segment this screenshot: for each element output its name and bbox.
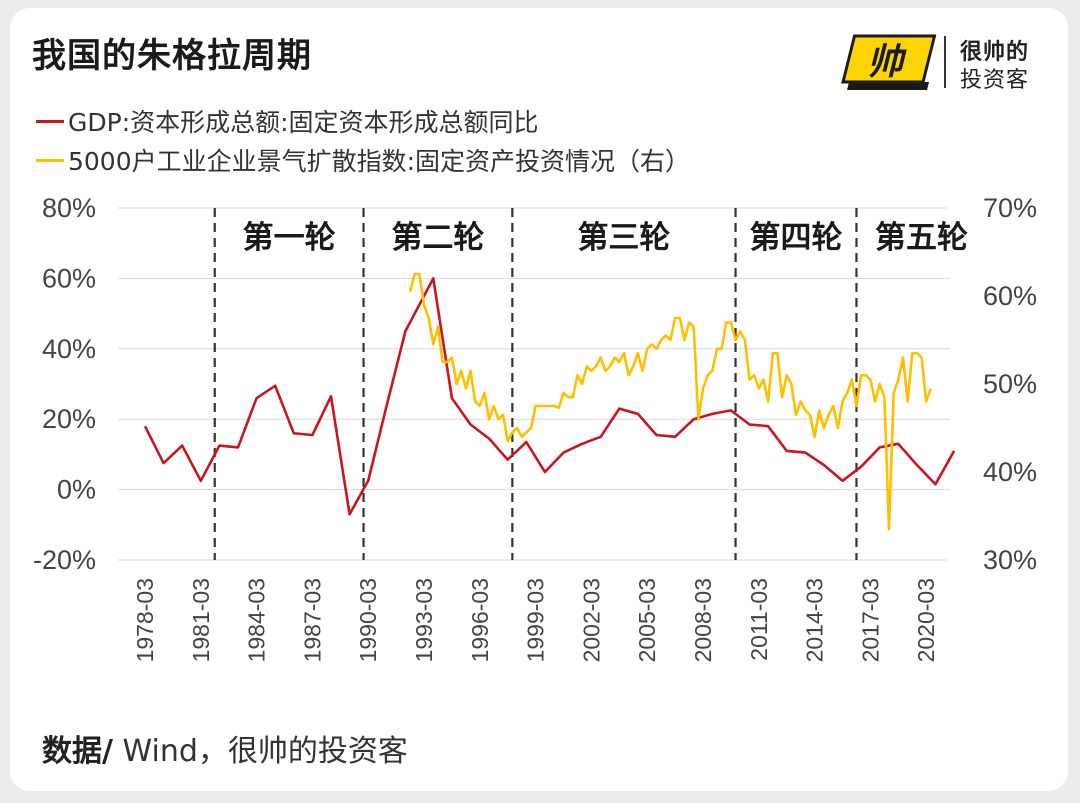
chart-title: 我国的朱格拉周期 <box>32 36 312 76</box>
left-axis-tick: 60% <box>42 263 96 293</box>
source-prefix: 数据/ <box>42 734 113 769</box>
x-axis-tick: 2011-03 <box>746 578 772 661</box>
x-axis-tick: 2008-03 <box>690 578 716 662</box>
chart-card <box>10 8 1068 791</box>
legend-label-gdp: GDP:资本形成总额:固定资本形成总额同比 <box>68 108 539 137</box>
right-axis-tick: 30% <box>983 545 1037 575</box>
legend-item-gdp: GDP:资本形成总额:固定资本形成总额同比 <box>36 103 539 139</box>
x-axis-tick: 2005-03 <box>634 578 660 662</box>
left-axis-tick: 80% <box>42 193 96 223</box>
brand-block: 帅 很帅的 投资客 <box>838 30 1058 94</box>
x-axis-tick: 2020-03 <box>913 578 939 662</box>
left-axis-tick: 0% <box>57 475 96 505</box>
x-axis-tick: 2002-03 <box>578 578 604 662</box>
brand-divider <box>944 36 946 88</box>
x-axis-tick: 1981-03 <box>188 578 214 662</box>
x-axis-tick: 1978-03 <box>132 578 158 662</box>
x-axis-tick: 1993-03 <box>411 578 437 662</box>
right-axis-tick: 60% <box>983 281 1037 311</box>
legend-label-index: 5000户工业企业景气扩散指数:固定资产投资情况（右） <box>68 147 691 176</box>
left-axis-tick: -20% <box>33 545 96 575</box>
x-axis-tick: 1999-03 <box>523 578 549 662</box>
enterprise-diffusion-index-line <box>408 272 933 531</box>
brand-name-line1: 很帅的 <box>960 40 1030 65</box>
right-axis-tick: 70% <box>983 193 1037 223</box>
x-axis-tick: 2014-03 <box>802 578 828 662</box>
brand-logo-icon: 帅 <box>841 34 937 90</box>
left-axis-tick: 20% <box>42 404 96 434</box>
cycle-period-label: 第四轮 <box>750 220 843 256</box>
source-text: Wind，很帅的投资客 <box>112 734 408 769</box>
legend-swatch-yellow <box>36 158 64 162</box>
x-axis-tick: 2017-03 <box>857 578 883 662</box>
left-axis-tick: 40% <box>42 334 96 364</box>
right-axis-tick: 50% <box>983 369 1037 399</box>
legend-swatch-red <box>36 119 64 123</box>
brand-name-line2: 投资客 <box>960 68 1030 93</box>
cycle-period-label: 第三轮 <box>577 220 670 256</box>
source-note: 数据/ Wind，很帅的投资客 <box>42 726 408 770</box>
legend-item-index: 5000户工业企业景气扩散指数:固定资产投资情况（右） <box>36 142 690 178</box>
right-axis-tick: 40% <box>983 457 1037 487</box>
cycle-period-label: 第二轮 <box>391 220 484 256</box>
gdp-investment-growth-line <box>143 277 956 516</box>
x-axis-tick: 1996-03 <box>467 578 493 662</box>
cycle-period-label: 第一轮 <box>243 220 336 256</box>
x-axis-tick: 1984-03 <box>244 578 270 662</box>
cycle-period-label: 第五轮 <box>875 220 968 256</box>
x-axis-tick: 1987-03 <box>299 578 325 662</box>
x-axis-tick: 1990-03 <box>355 578 381 662</box>
